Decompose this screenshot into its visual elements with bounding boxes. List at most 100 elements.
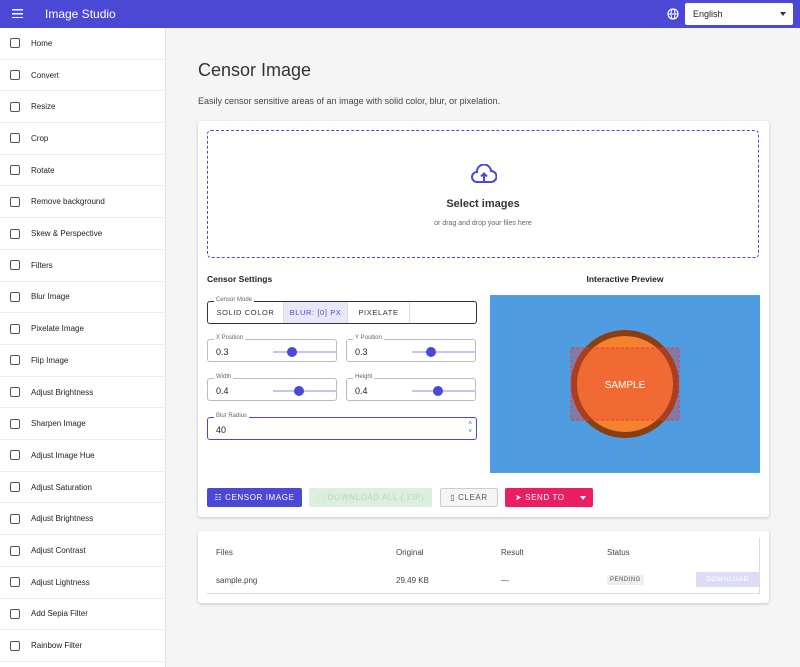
mode-button[interactable]: SOLID COLOR: [208, 302, 284, 323]
nav-icon: [10, 101, 20, 112]
censor-button[interactable]: ☷ CENSOR IMAGE: [207, 488, 302, 507]
nav-item[interactable]: Rainbow Filter: [0, 630, 165, 662]
caret[interactable]: [580, 496, 586, 500]
field-value: 0.3: [216, 347, 229, 357]
page-description: Easily censor sensitive areas of an imag…: [198, 96, 501, 106]
upload-icon: [471, 164, 497, 183]
slider-thumb[interactable]: [287, 347, 298, 357]
nav-label: Flip Image: [31, 355, 69, 365]
nav-item[interactable]: Rotate: [0, 155, 165, 187]
sample-text: SAMPLE: [605, 380, 646, 391]
nav-item[interactable]: Pixelate Image: [0, 313, 165, 345]
preview-title: Interactive Preview: [586, 274, 664, 284]
app-title: Image Studio: [45, 7, 116, 21]
field-label: Height: [353, 374, 375, 380]
nav-icon: [10, 165, 20, 176]
nav-label: Rotate: [31, 165, 55, 175]
table-edge: [759, 538, 760, 594]
nav-item[interactable]: Filters: [0, 250, 165, 282]
download-button: DOWNLOAD: [696, 572, 759, 587]
nav-item[interactable]: Adjust Contrast: [0, 535, 165, 567]
nav-item[interactable]: Remove background: [0, 187, 165, 219]
label: CENSOR IMAGE: [225, 493, 295, 502]
nav-item[interactable]: Adjust Brightness: [0, 377, 165, 409]
nav-icon: [10, 323, 20, 334]
nav-label: Sharpen Image: [31, 419, 86, 429]
nav-item[interactable]: Skew & Perspective: [0, 218, 165, 250]
field-value: 0.3: [355, 347, 368, 357]
slider-thumb[interactable]: [432, 386, 443, 396]
label: SEND TO: [525, 493, 565, 502]
position-field: X Position 0.3: [207, 335, 337, 362]
table-cell: 29.49 KB: [396, 576, 429, 585]
nav-icon: [10, 450, 20, 461]
sample-circle: [571, 330, 679, 438]
nav-label: Adjust Contrast: [31, 546, 86, 556]
nav-icon: [10, 133, 20, 144]
position-field: Height 0.4: [346, 374, 476, 401]
mode-label: Censor Mode: [214, 297, 255, 303]
nav-icon: [10, 260, 20, 271]
blur-label: Blur Radius: [214, 413, 250, 419]
nav-item[interactable]: Blur Image: [0, 282, 165, 314]
slider-thumb[interactable]: [426, 347, 437, 357]
nav-icon: [10, 513, 20, 524]
censor-region[interactable]: [570, 347, 680, 421]
nav-icon: [10, 640, 20, 651]
position-field: Y Position 0.3: [346, 335, 476, 362]
dropzone[interactable]: Select images or drag and drop your file…: [207, 130, 759, 258]
nav-label: Adjust Brightness: [31, 514, 94, 524]
mode-button[interactable]: BLUR: [0] PX: [284, 302, 348, 323]
nav-item[interactable]: Sharpen Image: [0, 408, 165, 441]
clear-button[interactable]: ▯ CLEAR: [440, 488, 498, 507]
nav-item[interactable]: Convert: [0, 60, 165, 92]
language-select[interactable]: English: [685, 3, 793, 25]
sidebar: Home Convert Resize Crop Rotate Remove backgr…: [0, 28, 166, 667]
nav-icon: [10, 387, 20, 398]
nav-icon: [10, 577, 20, 588]
nav-label: Rainbow Filter: [31, 641, 83, 651]
nav-icon: [10, 291, 20, 302]
nav-item[interactable]: Flip Image: [0, 345, 165, 377]
nav-label: Blur Image: [31, 292, 70, 302]
table-header: Original: [396, 548, 424, 557]
download-all-button: ⬚ DOWNLOAD ALL (.ZIP): [309, 488, 432, 507]
nav-item[interactable]: Adjust Lightness: [0, 567, 165, 599]
nav-item[interactable]: Resize: [0, 91, 165, 124]
slider-thumb[interactable]: [293, 386, 304, 396]
app-bar: Image Studio English: [0, 0, 800, 28]
nav-icon: [10, 228, 20, 239]
spinner[interactable]: ˄ ˅: [468, 421, 472, 435]
nav-item[interactable]: Home: [0, 28, 165, 60]
nav-label: Add Sepia Filter: [31, 609, 88, 619]
mode-group: Censor Mode SOLID COLOR BLUR: [0] PX PIXEL…: [207, 297, 477, 324]
blur-field[interactable]: Blur Radius 40 ˄ ˅: [207, 413, 477, 440]
nav-icon: [10, 38, 20, 49]
dropzone-title: Select images: [446, 198, 520, 210]
nav-item[interactable]: Adjust Saturation: [0, 472, 165, 504]
nav-item[interactable]: Adjust Brightness: [0, 504, 165, 536]
mode-button[interactable]: PIXELATE: [348, 302, 410, 323]
field-value: 0.4: [355, 386, 368, 396]
nav-label: Pixelate Image: [31, 324, 84, 334]
nav-item[interactable]: Adjust Image Hue: [0, 440, 165, 472]
field-label: Width: [214, 374, 234, 380]
language-value: English: [693, 9, 723, 19]
nav-label: Adjust Brightness: [31, 387, 94, 397]
nav-item[interactable]: Add Sepia Filter: [0, 599, 165, 631]
table-header: Status: [607, 548, 630, 557]
nav-label: Skew & Perspective: [31, 229, 103, 239]
slider-track: [273, 347, 337, 357]
slider-track: [412, 347, 476, 357]
nav-label: Home: [31, 38, 53, 48]
nav-icon: [10, 545, 20, 556]
nav-item[interactable]: Crop: [0, 123, 165, 155]
nav-icon: [10, 608, 20, 619]
nav-label: Convert: [31, 70, 60, 80]
nav-icon: [10, 70, 20, 81]
send-button[interactable]: ➤ SEND TO: [505, 488, 593, 507]
nav-label: Adjust Lightness: [31, 577, 90, 587]
menu-icon[interactable]: [12, 9, 23, 18]
nav-icon: [10, 355, 20, 366]
status-chip: PENDING: [607, 575, 644, 585]
